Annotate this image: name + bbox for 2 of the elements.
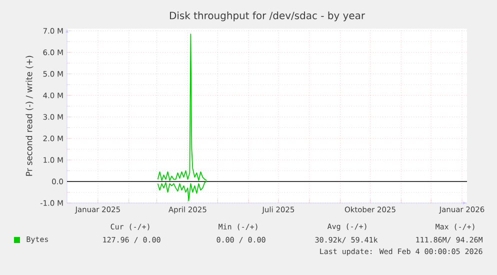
chart-title: Disk throughput for /dev/sdac - by year [170,12,366,22]
y-axis-title: Pr second read (-) / write (+) [26,56,34,176]
